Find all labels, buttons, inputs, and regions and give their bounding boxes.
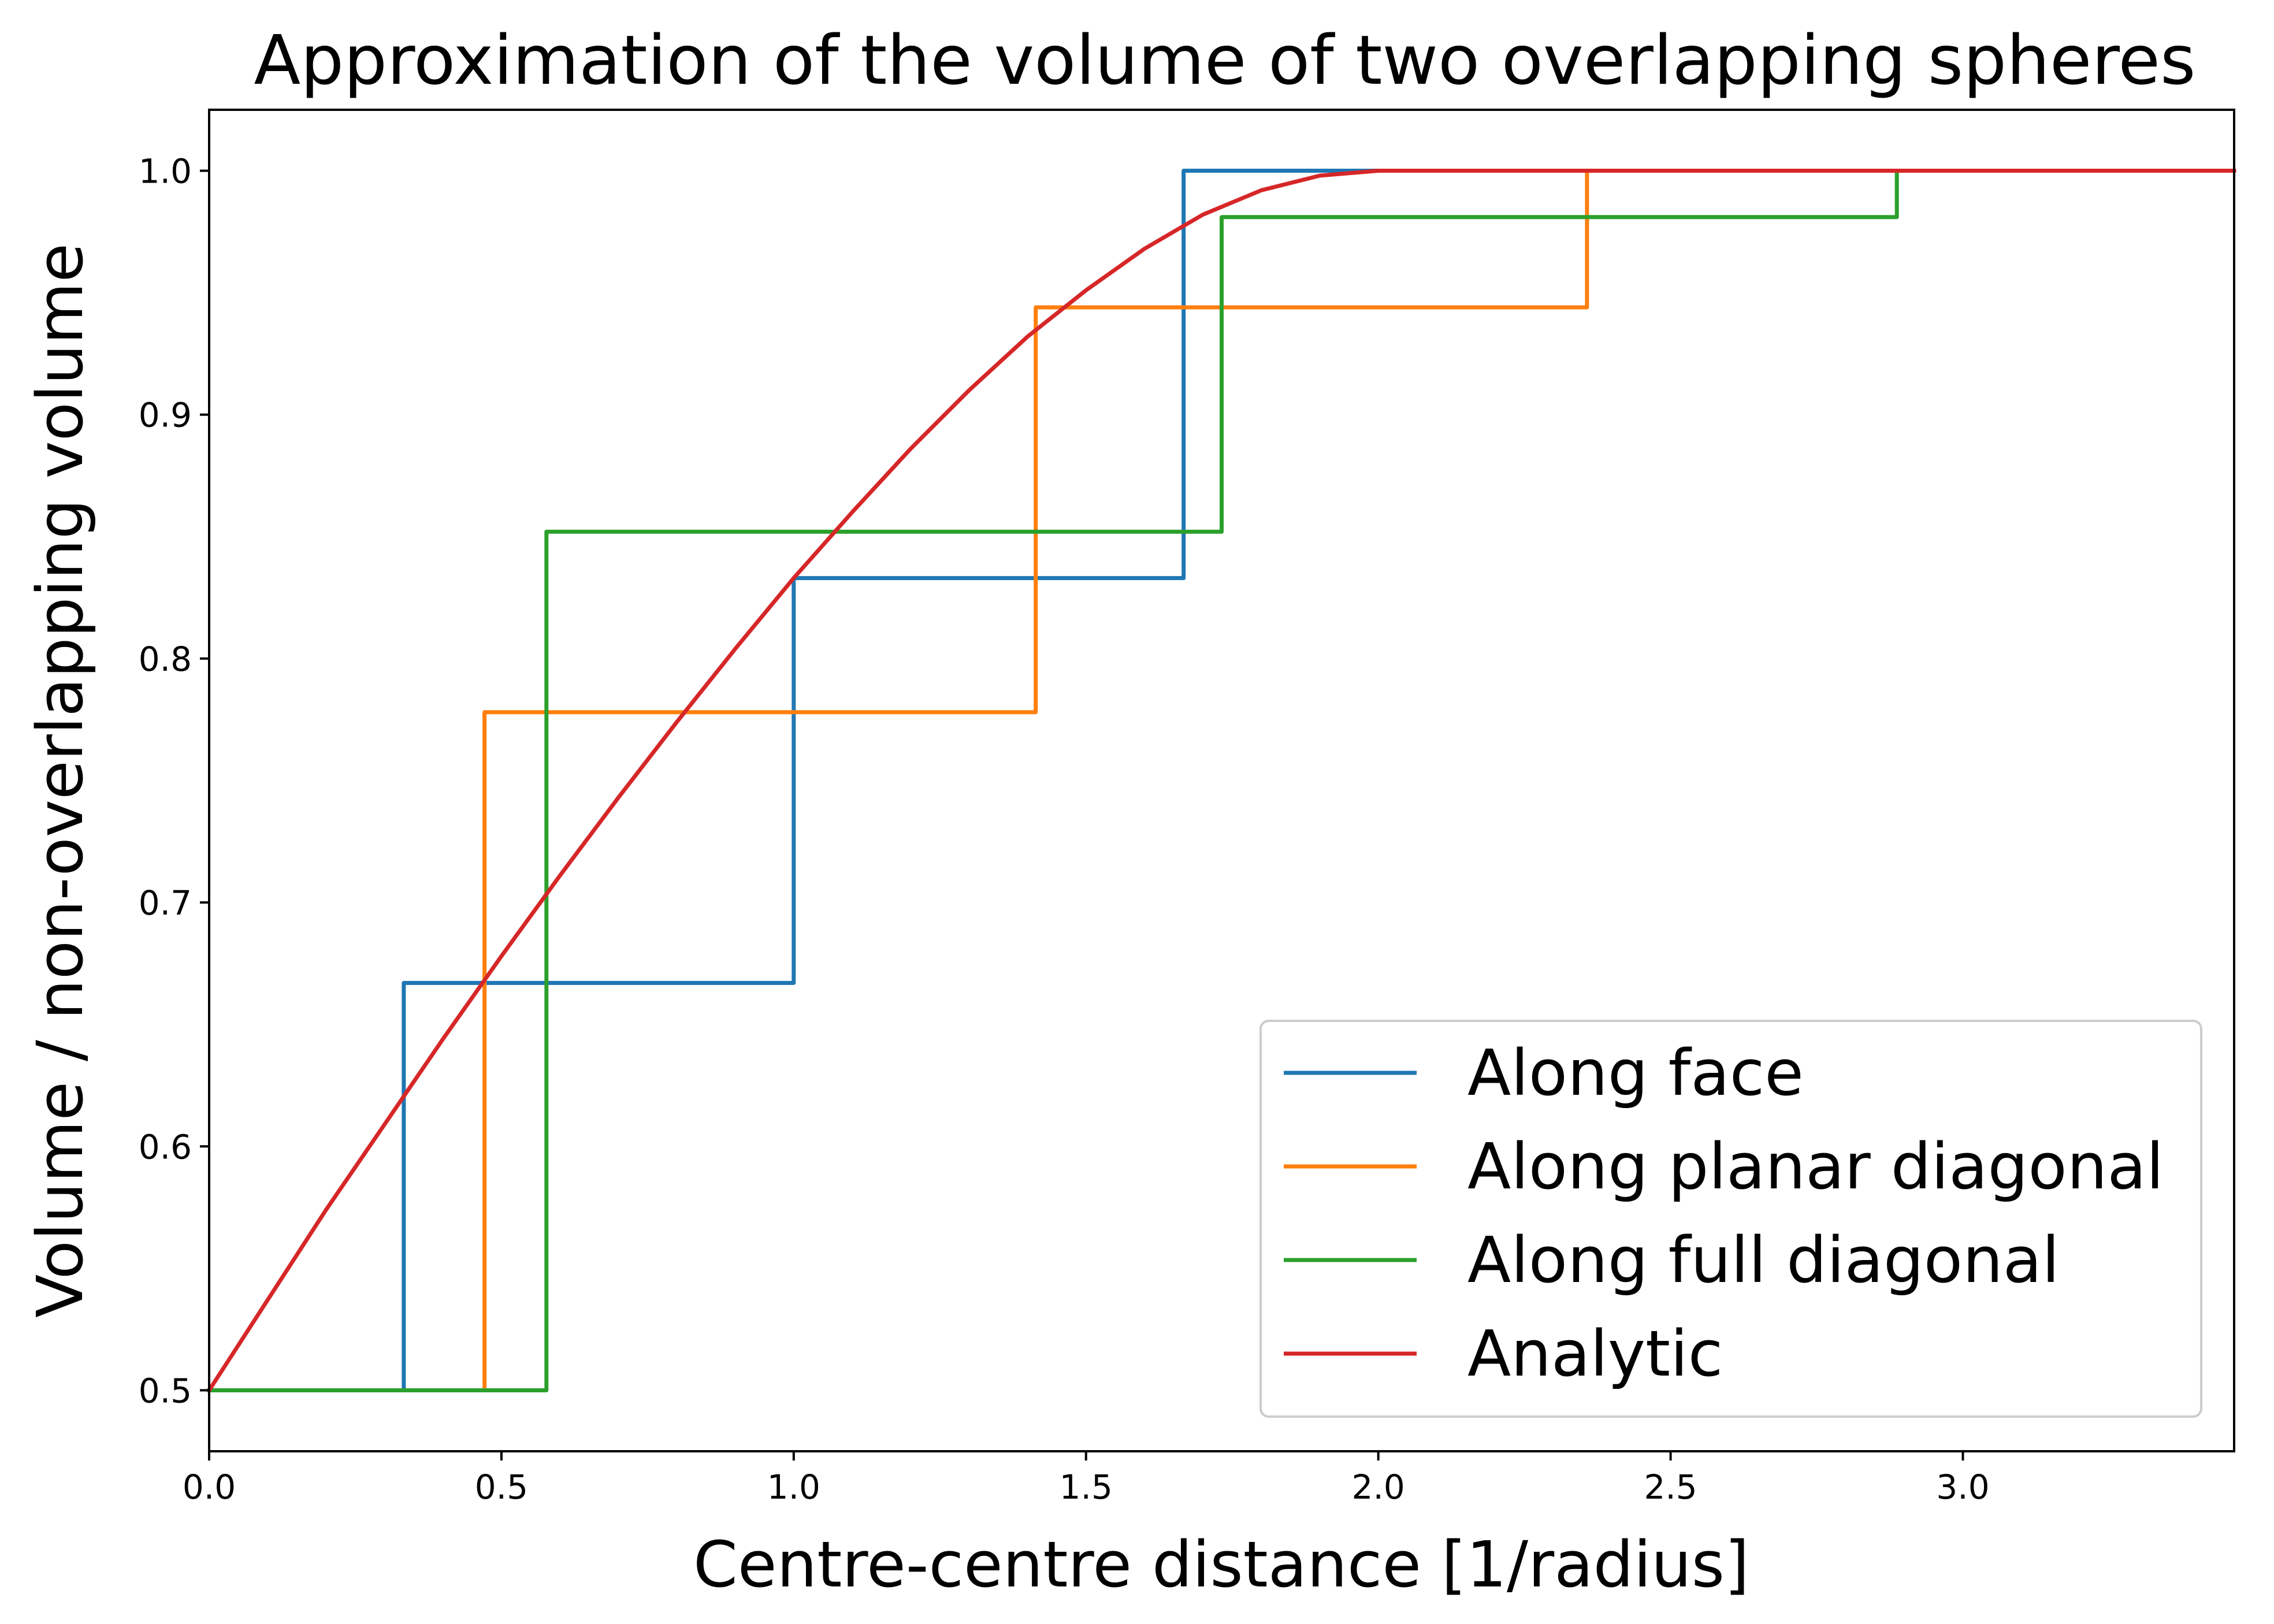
- legend-label-0: Along face: [1467, 1036, 1804, 1110]
- x-tick-label: 3.0: [1936, 1467, 1989, 1507]
- x-tick-label: 0.0: [183, 1467, 236, 1507]
- series-line-3: [206, 169, 2236, 1393]
- y-axis-label: Volume / non-overlapping volume: [23, 243, 97, 1318]
- x-tick-label: 1.0: [767, 1467, 820, 1507]
- x-tick-label: 2.0: [1352, 1467, 1405, 1507]
- series-layer: [206, 169, 2236, 1393]
- y-axis-ticks: 0.5 0.6 0.7 0.8 0.9 1.0: [139, 152, 209, 1410]
- plot-frame: [208, 109, 2235, 1452]
- legend: Along face Along planar diagonal Along ful…: [1259, 1020, 2202, 1418]
- y-tick-label: 0.5: [139, 1371, 192, 1410]
- series-line-2: [207, 169, 2236, 1392]
- series-line-0: [207, 169, 2236, 1392]
- legend-label-3: Analytic: [1467, 1317, 1723, 1391]
- x-axis-label: Centre-centre distance [1/radius]: [693, 1528, 1749, 1601]
- legend-entries: Along face Along planar diagonal Along ful…: [1284, 1036, 2164, 1391]
- chart-title: Approximation of the volume of two overl…: [254, 20, 2196, 100]
- series-line-1: [207, 169, 2236, 1392]
- y-tick-label: 0.6: [139, 1127, 192, 1166]
- y-tick-label: 0.9: [139, 396, 192, 435]
- legend-label-1: Along planar diagonal: [1467, 1129, 2164, 1203]
- y-tick-label: 1.0: [139, 152, 192, 191]
- x-tick-label: 0.5: [475, 1467, 528, 1507]
- legend-label-2: Along full diagonal: [1467, 1223, 2060, 1297]
- x-axis-ticks: 0.0 0.5 1.0 1.5 2.0 2.5 3.0: [183, 1451, 1990, 1507]
- x-tick-label: 2.5: [1644, 1467, 1697, 1507]
- y-tick-label: 0.8: [139, 640, 192, 679]
- legend-frame: [1259, 1020, 2202, 1418]
- y-tick-label: 0.7: [139, 883, 192, 923]
- x-tick-label: 1.5: [1060, 1467, 1113, 1507]
